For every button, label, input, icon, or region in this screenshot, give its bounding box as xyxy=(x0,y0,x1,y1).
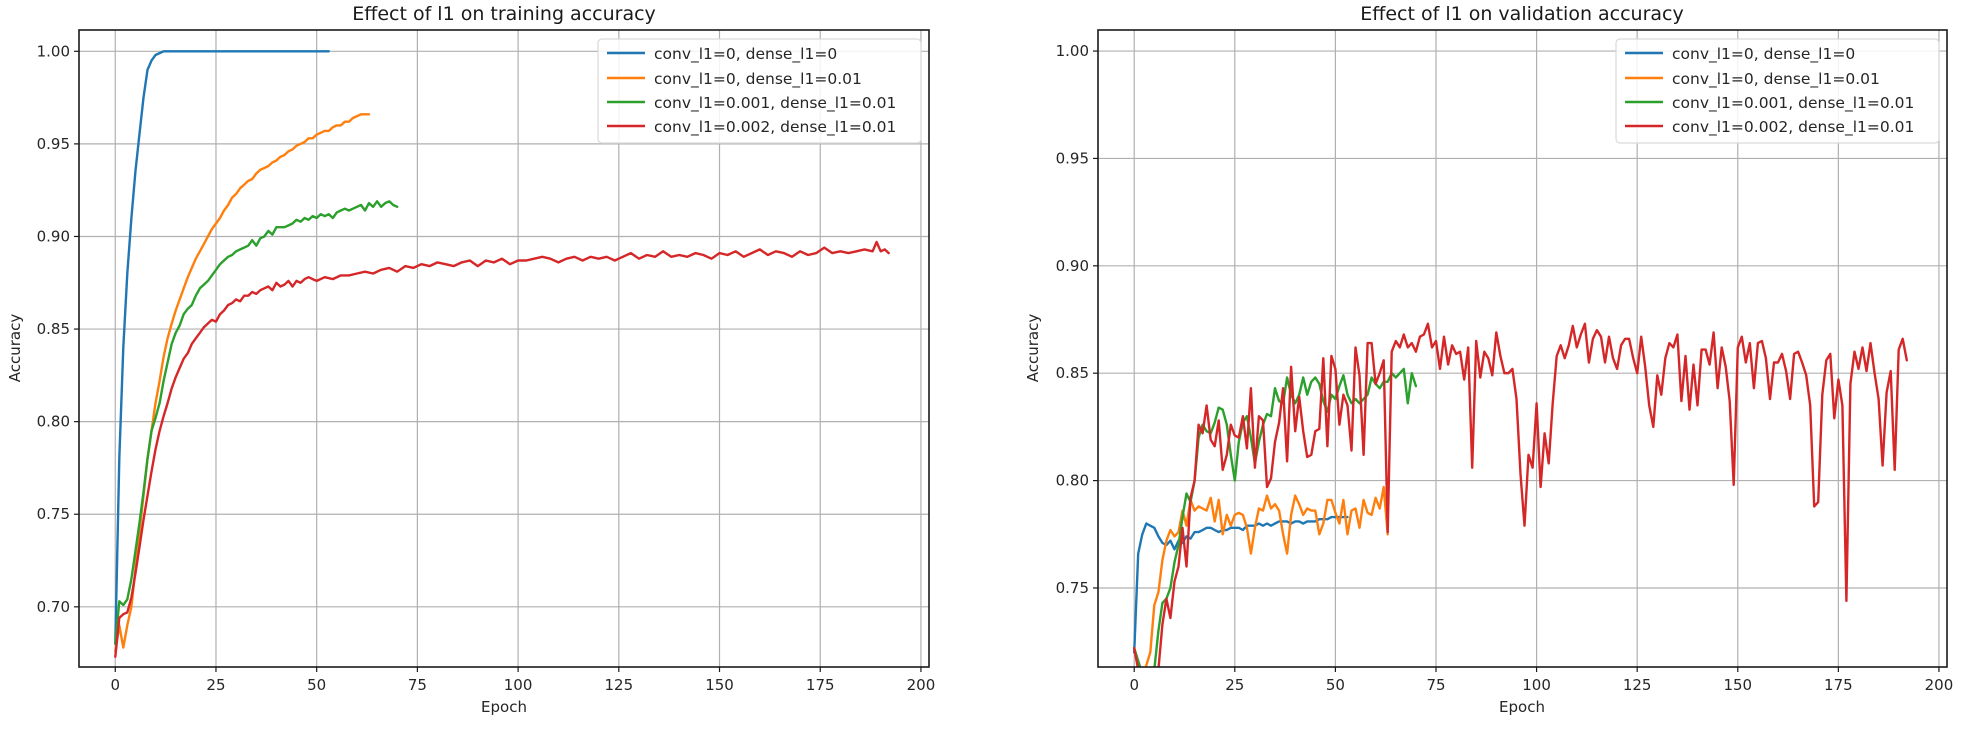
x-tick-label: 200 xyxy=(907,676,936,694)
y-tick-label: 1.00 xyxy=(1056,42,1089,60)
series-lines xyxy=(114,50,890,658)
series-line xyxy=(1132,367,1418,667)
y-tick-label: 0.90 xyxy=(1056,257,1089,275)
y-tick-label: 0.70 xyxy=(37,598,70,616)
x-tick-label: 0 xyxy=(110,676,120,694)
y-tick-label: 0.95 xyxy=(1056,149,1089,167)
x-tick-label: 75 xyxy=(408,676,427,694)
series-line xyxy=(1132,515,1349,654)
y-tick-label: 0.95 xyxy=(37,135,70,153)
x-tick-label: 50 xyxy=(307,676,326,694)
y-tick-label: 0.85 xyxy=(1056,364,1089,382)
x-axis-label: Epoch xyxy=(1499,698,1545,716)
x-axis-ticks: 0 25 50 75 100 125 150 175 200 xyxy=(110,667,935,694)
x-tick-label: 50 xyxy=(1326,676,1345,694)
x-tick-label: 100 xyxy=(1522,676,1551,694)
training-accuracy-chart: Effect of l1 on training accuracy 0 25 50 7… xyxy=(6,3,935,716)
y-tick-label: 1.00 xyxy=(37,42,70,60)
x-tick-label: 125 xyxy=(1623,676,1652,694)
x-axis-label: Epoch xyxy=(481,698,527,716)
legend: conv_l1=0, dense_l1=0 conv_l1=0, dense_l… xyxy=(1615,38,1940,144)
y-tick-label: 0.75 xyxy=(1056,579,1089,597)
legend-box xyxy=(1615,38,1940,144)
series-line xyxy=(114,50,330,646)
series-line xyxy=(1132,322,1909,667)
legend-item: conv_l1=0.001, dense_l1=0.01 xyxy=(1672,94,1914,113)
x-tick-label: 25 xyxy=(206,676,225,694)
x-tick-label: 175 xyxy=(806,676,835,694)
y-axis-ticks: 0.75 0.80 0.85 0.90 0.95 1.00 xyxy=(1056,42,1098,597)
y-axis-label: Accuracy xyxy=(1024,314,1042,383)
legend-item: conv_l1=0, dense_l1=0.01 xyxy=(654,70,862,89)
legend-item: conv_l1=0.001, dense_l1=0.01 xyxy=(654,94,896,113)
legend-item: conv_l1=0, dense_l1=0 xyxy=(654,45,837,64)
series-lines xyxy=(1132,322,1909,667)
x-tick-label: 150 xyxy=(1723,676,1752,694)
x-tick-label: 125 xyxy=(604,676,633,694)
y-axis-ticks: 0.70 0.75 0.80 0.85 0.90 0.95 1.00 xyxy=(37,42,79,616)
legend: conv_l1=0, dense_l1=0 conv_l1=0, dense_l… xyxy=(597,38,922,144)
x-axis-ticks: 0 25 50 75 100 125 150 175 200 xyxy=(1129,667,1953,694)
x-tick-label: 150 xyxy=(705,676,734,694)
legend-item: conv_l1=0.002, dense_l1=0.01 xyxy=(654,118,896,137)
chart-title: Effect of l1 on training accuracy xyxy=(352,3,656,25)
legend-item: conv_l1=0, dense_l1=0.01 xyxy=(1672,70,1880,89)
x-tick-label: 0 xyxy=(1129,676,1139,694)
x-tick-label: 25 xyxy=(1225,676,1244,694)
y-axis-label: Accuracy xyxy=(6,314,24,383)
y-tick-label: 0.85 xyxy=(37,320,70,338)
y-tick-label: 0.75 xyxy=(37,505,70,523)
series-line xyxy=(114,240,890,658)
y-tick-label: 0.90 xyxy=(37,227,70,245)
x-tick-label: 100 xyxy=(504,676,533,694)
axes-frame xyxy=(1097,29,1948,668)
x-tick-label: 75 xyxy=(1426,676,1445,694)
legend-item: conv_l1=0.002, dense_l1=0.01 xyxy=(1672,118,1914,137)
x-tick-label: 200 xyxy=(1925,676,1954,694)
validation-accuracy-chart: Effect of l1 on validation accuracy 0 25 5… xyxy=(1024,3,1953,716)
legend-box xyxy=(597,38,922,144)
legend-item: conv_l1=0, dense_l1=0 xyxy=(1672,45,1855,64)
series-line xyxy=(114,113,371,653)
chart-title: Effect of l1 on validation accuracy xyxy=(1360,3,1684,25)
x-tick-label: 175 xyxy=(1824,676,1853,694)
y-tick-label: 0.80 xyxy=(37,413,70,431)
axes-frame xyxy=(78,29,930,668)
y-tick-label: 0.80 xyxy=(1056,472,1089,490)
series-line xyxy=(114,200,399,646)
